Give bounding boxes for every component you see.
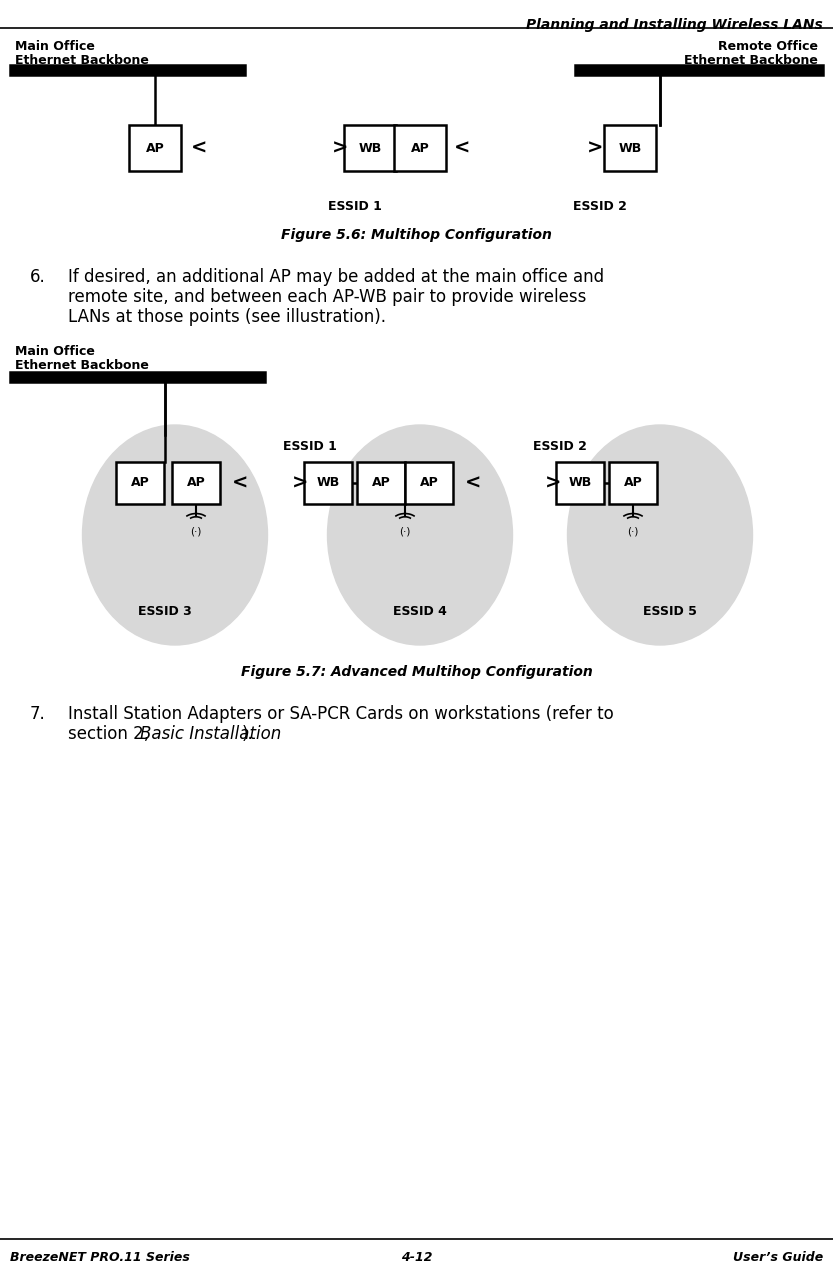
Text: Ethernet Backbone: Ethernet Backbone xyxy=(684,55,818,67)
Ellipse shape xyxy=(327,425,512,645)
Text: AP: AP xyxy=(624,476,642,490)
Text: Figure 5.6: Multihop Configuration: Figure 5.6: Multihop Configuration xyxy=(281,228,552,242)
Text: WB: WB xyxy=(568,476,591,490)
Text: WB: WB xyxy=(618,142,641,155)
Text: ESSID 5: ESSID 5 xyxy=(643,605,697,618)
Text: AP: AP xyxy=(146,142,164,155)
Text: (·): (·) xyxy=(190,525,202,536)
Text: WB: WB xyxy=(358,142,382,155)
Text: ).: ). xyxy=(242,725,254,744)
Text: Ethernet Backbone: Ethernet Backbone xyxy=(15,55,149,67)
Text: ESSID 1: ESSID 1 xyxy=(283,440,337,453)
Text: ESSID 2: ESSID 2 xyxy=(533,440,587,453)
Ellipse shape xyxy=(567,425,752,645)
Text: ESSID 2: ESSID 2 xyxy=(573,201,627,213)
Text: Basic Installation: Basic Installation xyxy=(140,725,282,744)
Text: <: < xyxy=(191,138,207,157)
Text: remote site, and between each AP-WB pair to provide wireless: remote site, and between each AP-WB pair… xyxy=(68,288,586,306)
Text: AP: AP xyxy=(411,142,429,155)
Text: 6.: 6. xyxy=(30,268,46,286)
Text: Install Station Adapters or SA-PCR Cards on workstations (refer to: Install Station Adapters or SA-PCR Cards… xyxy=(68,706,614,723)
Text: 4-12: 4-12 xyxy=(401,1251,432,1264)
Text: BreezeNET PRO.11 Series: BreezeNET PRO.11 Series xyxy=(10,1251,190,1264)
Bar xyxy=(405,462,453,504)
Bar xyxy=(357,462,405,504)
Bar xyxy=(609,462,657,504)
Text: WB: WB xyxy=(317,476,340,490)
Text: section 2,: section 2, xyxy=(68,725,154,744)
Bar xyxy=(556,462,604,504)
Text: AP: AP xyxy=(372,476,391,490)
Text: Main Office: Main Office xyxy=(15,345,95,358)
Text: ESSID 4: ESSID 4 xyxy=(393,605,447,618)
Text: AP: AP xyxy=(420,476,438,490)
Text: 7.: 7. xyxy=(30,706,46,723)
Text: (·): (·) xyxy=(627,525,639,536)
Text: Remote Office: Remote Office xyxy=(718,41,818,53)
Bar xyxy=(394,126,446,171)
Text: Planning and Installing Wireless LANs: Planning and Installing Wireless LANs xyxy=(526,18,823,32)
Text: Figure 5.7: Advanced Multihop Configuration: Figure 5.7: Advanced Multihop Configurat… xyxy=(241,665,592,679)
Text: <: < xyxy=(465,473,481,492)
Text: If desired, an additional AP may be added at the main office and: If desired, an additional AP may be adde… xyxy=(68,268,604,286)
Bar xyxy=(604,126,656,171)
Bar xyxy=(116,462,164,504)
Text: AP: AP xyxy=(187,476,206,490)
Bar xyxy=(344,126,396,171)
Text: LANs at those points (see illustration).: LANs at those points (see illustration). xyxy=(68,308,386,326)
Ellipse shape xyxy=(82,425,267,645)
Text: >: > xyxy=(332,138,348,157)
Text: Ethernet Backbone: Ethernet Backbone xyxy=(15,359,149,372)
Text: <: < xyxy=(454,138,470,157)
Text: ESSID 3: ESSID 3 xyxy=(138,605,192,618)
Text: Main Office: Main Office xyxy=(15,41,95,53)
Text: <: < xyxy=(232,473,248,492)
Text: >: > xyxy=(586,138,603,157)
Bar xyxy=(129,126,181,171)
Text: User’s Guide: User’s Guide xyxy=(733,1251,823,1264)
Text: AP: AP xyxy=(131,476,149,490)
Bar xyxy=(304,462,352,504)
Text: >: > xyxy=(545,473,561,492)
Bar xyxy=(172,462,220,504)
Text: >: > xyxy=(292,473,308,492)
Text: ESSID 1: ESSID 1 xyxy=(328,201,382,213)
Text: (·): (·) xyxy=(399,525,411,536)
